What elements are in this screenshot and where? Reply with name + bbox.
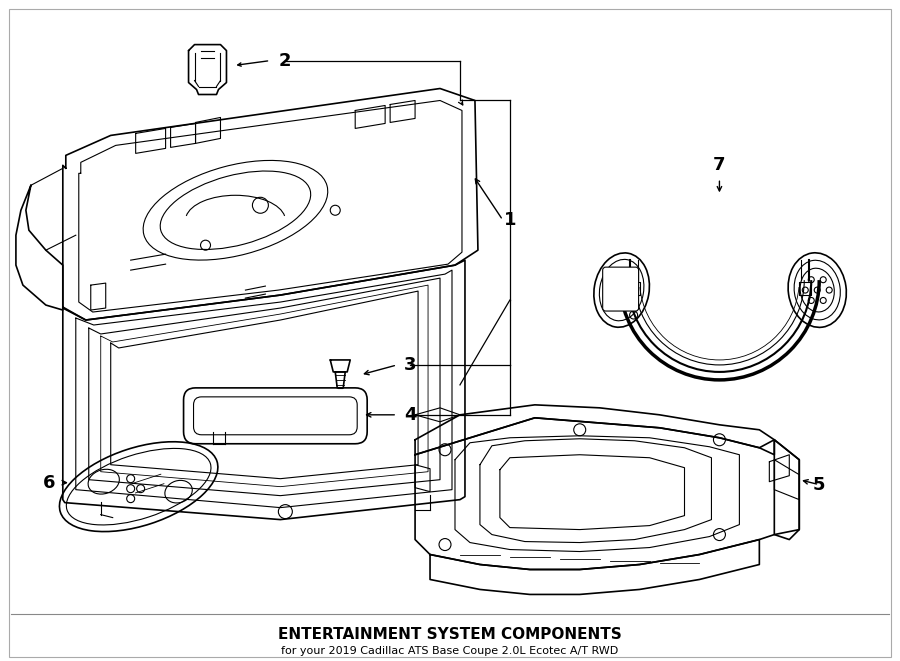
Text: ENTERTAINMENT SYSTEM COMPONENTS: ENTERTAINMENT SYSTEM COMPONENTS	[278, 627, 622, 642]
Text: for your 2019 Cadillac ATS Base Coupe 2.0L Ecotec A/T RWD: for your 2019 Cadillac ATS Base Coupe 2.…	[282, 646, 618, 656]
Text: 1: 1	[504, 212, 516, 229]
Text: 7: 7	[713, 157, 725, 175]
Text: 3: 3	[404, 356, 417, 374]
Text: 4: 4	[404, 406, 417, 424]
Text: 5: 5	[813, 476, 825, 494]
FancyBboxPatch shape	[603, 267, 639, 311]
Text: 2: 2	[279, 52, 292, 69]
Text: 6: 6	[42, 474, 55, 492]
